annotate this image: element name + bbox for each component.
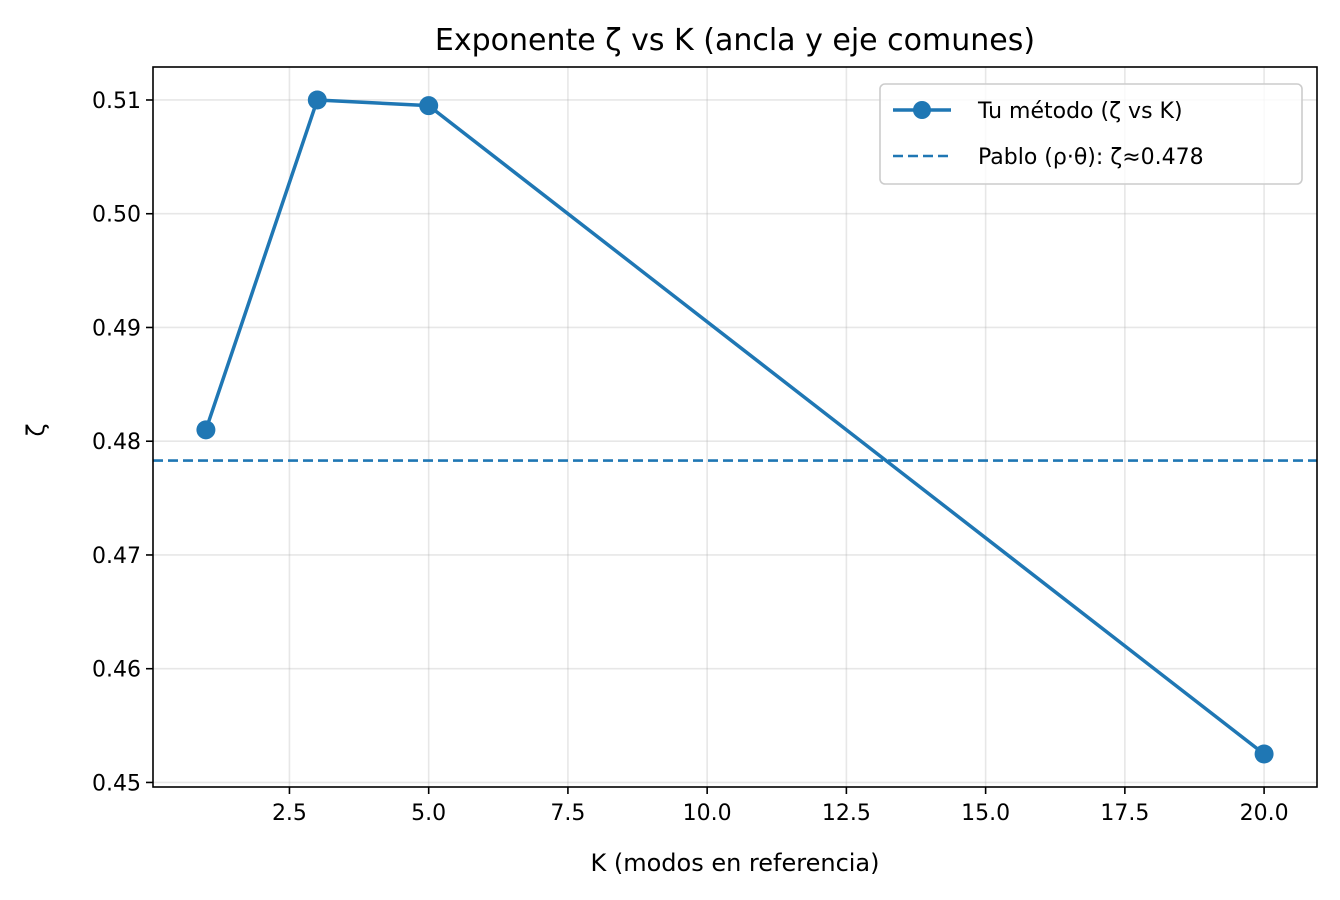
legend-marker-swatch — [913, 101, 931, 119]
x-axis-label: K (modos en referencia) — [590, 849, 879, 877]
y-tick-label: 0.46 — [92, 658, 141, 683]
x-tick-label: 15.0 — [961, 801, 1010, 826]
legend-frame — [879, 83, 1303, 185]
y-axis-label: ζ — [22, 423, 50, 436]
plot-frame — [152, 66, 1318, 788]
x-axis: 2.5 5.0 7.5 10.0 12.5 15.0 17.5 20.0 — [272, 787, 1289, 826]
y-tick-label: 0.50 — [92, 203, 141, 228]
series-layer — [196, 90, 1274, 764]
series-line — [204, 98, 1266, 756]
data-point — [196, 420, 216, 440]
legend-entry-reference: Pablo (ρ·θ): ζ≈0.478 — [978, 145, 1204, 170]
data-point — [307, 90, 327, 110]
y-tick-label: 0.47 — [92, 544, 141, 569]
x-tick-label: 20.0 — [1240, 801, 1289, 826]
grid — [153, 67, 1317, 787]
x-tick-label: 2.5 — [272, 801, 307, 826]
data-point — [419, 96, 439, 116]
data-point — [1254, 744, 1274, 764]
x-tick-label: 7.5 — [550, 801, 585, 826]
y-tick-label: 0.48 — [92, 430, 141, 455]
y-tick-label: 0.51 — [92, 89, 141, 114]
legend: Tu método (ζ vs K) Pablo (ρ·θ): ζ≈0.478 — [879, 83, 1303, 185]
x-tick-label: 12.5 — [822, 801, 871, 826]
y-tick-label: 0.49 — [92, 316, 141, 341]
x-tick-label: 17.5 — [1100, 801, 1149, 826]
x-tick-label: 10.0 — [683, 801, 732, 826]
chart-title: Exponente ζ vs K (ancla y eje comunes) — [435, 23, 1035, 58]
legend-entry-series: Tu método (ζ vs K) — [977, 99, 1183, 124]
x-tick-label: 5.0 — [411, 801, 446, 826]
y-axis: 0.45 0.46 0.47 0.48 0.49 0.50 0.51 — [92, 89, 153, 796]
y-tick-label: 0.45 — [92, 771, 141, 796]
